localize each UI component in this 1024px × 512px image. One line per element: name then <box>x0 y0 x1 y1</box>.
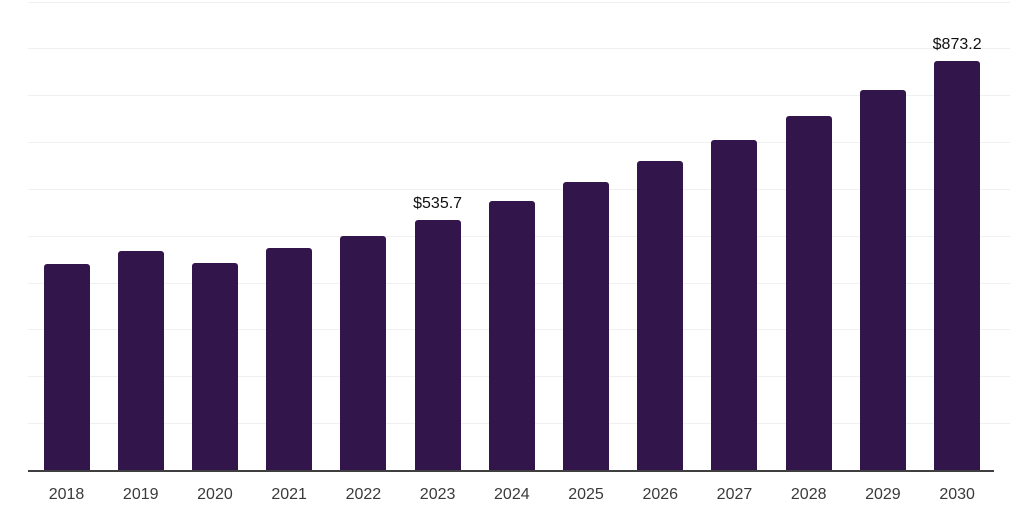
bar-2021 <box>266 248 313 471</box>
bar-2019 <box>117 251 164 471</box>
bar-2029 <box>859 89 906 471</box>
x-tick-label-2023: 2023 <box>419 486 456 503</box>
gridline-600 <box>28 188 1010 190</box>
gridline-800 <box>28 95 1010 97</box>
gridline-1000 <box>28 1 1010 3</box>
x-tick-label-2022: 2022 <box>345 486 382 503</box>
x-tick-label-2024: 2024 <box>494 486 530 503</box>
bar-2026 <box>637 161 684 471</box>
x-tick-label-2025: 2025 <box>568 486 604 503</box>
value-label-2030: $873.2 <box>932 36 982 54</box>
x-tick-label-2019: 2019 <box>122 486 159 503</box>
bar-2025 <box>563 182 610 471</box>
bar-2028 <box>785 116 832 471</box>
bar-2030 <box>934 61 981 471</box>
gridline-700 <box>28 142 1010 144</box>
bar-2020 <box>191 262 238 471</box>
x-tick-label-2020: 2020 <box>197 486 233 503</box>
x-tick-label-2029: 2029 <box>865 486 901 503</box>
bar-2022 <box>340 236 387 471</box>
bar-2023 <box>414 219 461 471</box>
x-tick-label-2030: 2030 <box>939 486 975 503</box>
value-label-2023: $535.7 <box>413 194 463 212</box>
gridline-900 <box>28 48 1010 50</box>
x-tick-label-2027: 2027 <box>716 486 753 503</box>
x-tick-label-2018: 2018 <box>48 486 85 503</box>
bar-2024 <box>488 200 535 471</box>
x-tick-label-2021: 2021 <box>271 486 307 503</box>
x-axis-line <box>28 469 994 472</box>
x-tick-label-2026: 2026 <box>642 486 679 503</box>
x-tick-label-2028: 2028 <box>790 486 827 503</box>
bar-2018 <box>43 264 90 471</box>
bar-2027 <box>711 140 758 471</box>
